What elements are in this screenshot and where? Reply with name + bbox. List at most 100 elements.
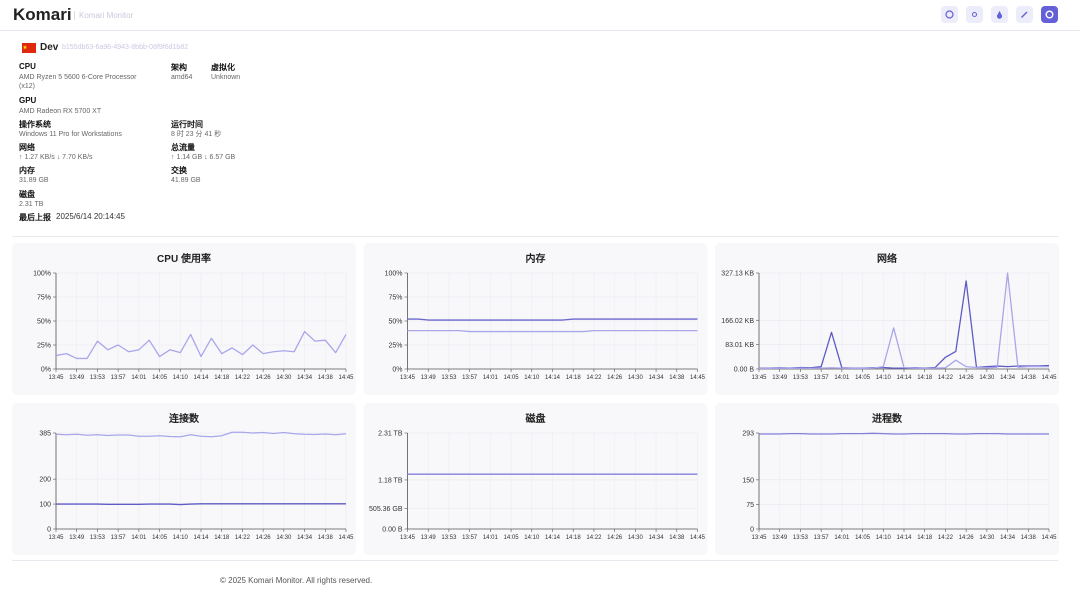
field-label: GPU [19,96,37,105]
x-tick-label: 14:22 [938,375,954,381]
x-tick-label: 14:34 [649,375,665,381]
field-label: CPU [19,62,36,71]
x-tick-label: 13:45 [751,535,767,541]
x-tick-label: 14:38 [669,535,685,541]
x-tick-label: 14:34 [649,535,665,541]
series-line [55,431,347,438]
x-tick-label: 13:49 [69,535,85,541]
x-tick-label: 13:49 [772,375,788,381]
x-tick-label: 14:18 [214,535,230,541]
y-tick-label: 0% [41,367,51,374]
chart-title: 网络 [877,252,897,265]
x-tick-label: 14:22 [938,535,954,541]
x-tick-label: 14:10 [173,535,189,541]
series-line [407,318,698,321]
chart-title: 内存 [526,252,546,265]
y-tick-label: 100 [39,502,51,509]
footer-copyright: © 2025 Komari Monitor. All rights reserv… [220,576,373,585]
x-tick-label: 13:45 [751,375,767,381]
y-tick-label: 293 [742,431,754,438]
x-tick-label: 14:30 [276,535,292,541]
field-value: 8 时 23 分 41 秒 [171,131,222,138]
y-tick-label: 2.31 TB [378,431,403,438]
chart-card [12,243,356,395]
x-tick-label: 14:01 [483,535,499,541]
x-tick-label: 13:45 [400,375,416,381]
field-label: 内存 [19,166,35,175]
field-value: AMD Ryzen 5 5600 6-Core Processor (x12) [19,74,137,90]
y-tick-label: 1.18 TB [378,477,403,484]
x-tick-label: 14:30 [628,535,644,541]
x-tick-label: 13:53 [90,375,106,381]
x-tick-label: 13:49 [421,375,437,381]
x-tick-label: 14:30 [979,535,995,541]
field-value: 31.89 GB [19,177,49,184]
x-tick-label: 14:34 [297,535,313,541]
field-label: 最后上报 [19,213,51,222]
github-button[interactable] [941,6,958,23]
x-tick-label: 14:34 [1000,375,1016,381]
field-label: 运行时间 [171,120,203,129]
x-tick-label: 13:57 [462,375,478,381]
y-tick-label: 385 [39,431,51,438]
chart-card [715,403,1059,555]
x-tick-label: 14:10 [173,375,189,381]
server-uuid: b155db63-6a96-4943-8bbb-08f9f6d1b82 [62,44,189,51]
x-tick-label: 14:22 [235,535,251,541]
field-label: 操作系统 [19,120,51,129]
field-value: 41.89 GB [171,177,201,184]
x-tick-label: 14:10 [524,375,540,381]
settings-button[interactable] [1041,6,1058,23]
x-tick-label: 14:38 [1021,375,1037,381]
x-tick-label: 13:53 [441,375,457,381]
x-tick-label: 13:45 [400,535,416,541]
chart-card [363,403,708,555]
x-tick-label: 14:45 [338,375,354,381]
edit-button[interactable] [1016,6,1033,23]
color-button[interactable] [991,6,1008,23]
x-tick-label: 14:26 [959,535,975,541]
x-tick-label: 13:57 [814,375,830,381]
separator [12,236,1058,237]
x-tick-label: 14:45 [1041,375,1057,381]
series-line [55,330,347,360]
chart-title: 连接数 [169,412,200,425]
x-tick-label: 14:18 [917,535,933,541]
field-value: 2.31 TB [19,201,44,208]
x-tick-label: 14:18 [214,375,230,381]
x-tick-label: 14:34 [297,375,313,381]
x-tick-label: 14:05 [855,375,871,381]
x-tick-label: 14:26 [256,535,272,541]
x-tick-label: 14:30 [276,375,292,381]
x-tick-label: 13:49 [772,535,788,541]
x-tick-label: 13:49 [69,375,85,381]
x-tick-label: 14:38 [669,375,685,381]
x-tick-label: 14:14 [193,535,209,541]
y-tick-label: 166.02 KB [721,318,754,325]
field-label: 总流量 [171,143,195,152]
x-tick-label: 14:38 [1021,535,1037,541]
x-tick-label: 14:14 [545,535,561,541]
x-tick-label: 14:26 [959,375,975,381]
theme-button[interactable] [966,6,983,23]
y-tick-label: 75 [746,502,754,509]
x-tick-label: 14:18 [566,535,582,541]
x-tick-label: 14:01 [834,535,850,541]
series-line [759,280,1050,369]
y-tick-label: 0.00 B [382,527,403,534]
x-tick-label: 13:53 [90,535,106,541]
series-line [407,329,698,333]
x-tick-label: 14:05 [504,375,520,381]
chart-card [12,403,356,555]
x-tick-label: 14:05 [504,535,520,541]
y-tick-label: 0 [47,527,51,534]
y-tick-label: 75% [37,295,51,302]
y-tick-label: 25% [388,343,402,350]
x-tick-label: 14:38 [318,375,334,381]
field-value: ↑ 1.27 KB/s ↓ 7.70 KB/s [19,154,93,161]
series-line [759,432,1049,435]
chart-title: 磁盘 [526,412,546,425]
x-tick-label: 14:10 [524,535,540,541]
x-tick-label: 13:45 [48,375,64,381]
